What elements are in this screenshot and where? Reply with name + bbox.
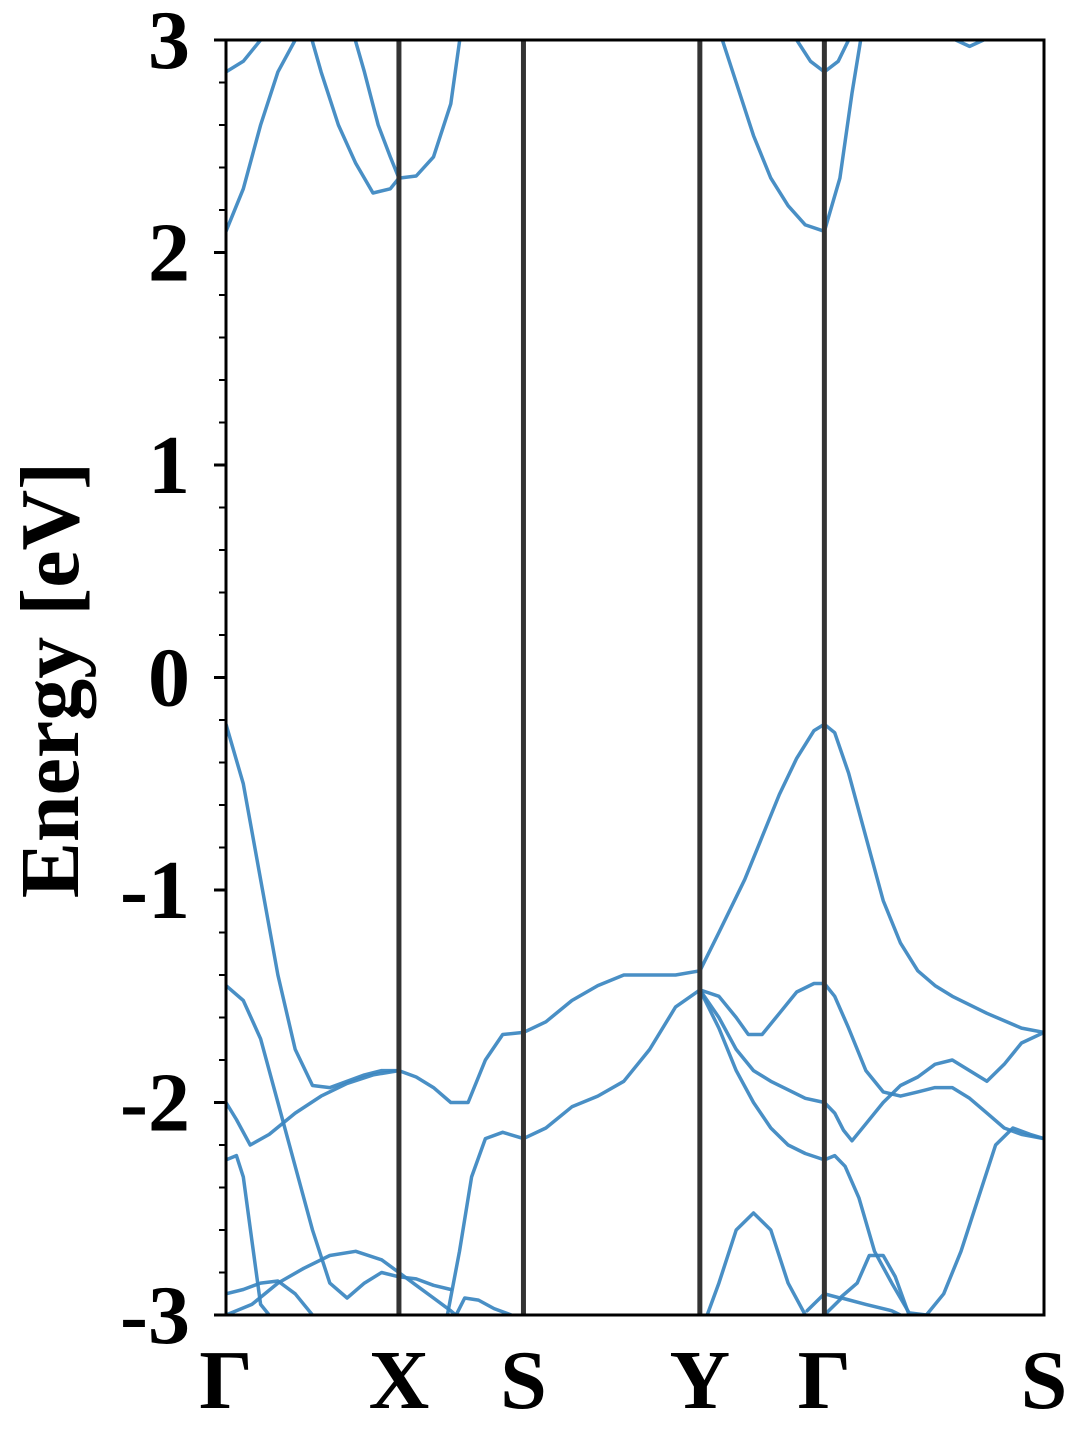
y-tick-label-5: 1 <box>148 419 190 512</box>
band-line-3 <box>310 40 462 195</box>
y-tick-label-1: -3 <box>120 1269 190 1362</box>
band-line-11 <box>226 1068 401 1147</box>
band-line-21 <box>705 1211 808 1315</box>
band-line-17 <box>226 1153 272 1315</box>
band-line-19 <box>226 1279 315 1315</box>
band-line-18 <box>226 1249 459 1315</box>
plot-frame <box>224 38 1046 1317</box>
band-line-12 <box>445 988 702 1315</box>
x-tick-label-4: Y <box>670 1334 731 1427</box>
band-line-15 <box>698 988 929 1315</box>
band-line-23 <box>821 1296 905 1315</box>
x-tick-label-5: Γ <box>798 1334 851 1427</box>
ticks-layer <box>214 38 226 1317</box>
x-tick-label-6: S <box>1021 1334 1068 1427</box>
y-tick-labels: -3 -2 -1 0 1 2 3 <box>120 0 190 1362</box>
band-line-1 <box>226 40 299 234</box>
band-line-5 <box>720 40 863 234</box>
kpoint-lines-layer <box>396 40 827 1315</box>
bands-layer <box>226 40 1044 1315</box>
x-tick-label-3: S <box>500 1334 547 1427</box>
band-line-20 <box>454 1296 516 1315</box>
band-line-7 <box>954 40 986 49</box>
band-line-14 <box>698 981 1044 1141</box>
y-axis-title: Energy [eV] <box>4 462 97 898</box>
y-tick-label-3: -1 <box>120 844 190 937</box>
x-tick-label-1: Γ <box>199 1334 252 1427</box>
band-line-22 <box>805 1253 912 1315</box>
band-line-4 <box>353 40 401 180</box>
band-line-13 <box>698 988 1044 1143</box>
y-tick-label-6: 2 <box>148 207 190 300</box>
band-line-9 <box>698 722 1044 1035</box>
y-tick-label-2: -2 <box>120 1057 190 1150</box>
y-tick-label-7: 3 <box>148 0 190 87</box>
band-line-16 <box>924 1126 1044 1315</box>
band-line-2 <box>226 40 263 74</box>
band-line-10 <box>226 983 453 1300</box>
x-tick-label-2: X <box>369 1334 430 1427</box>
band-line-8 <box>226 722 702 1105</box>
y-tick-label-4: 0 <box>148 632 190 725</box>
